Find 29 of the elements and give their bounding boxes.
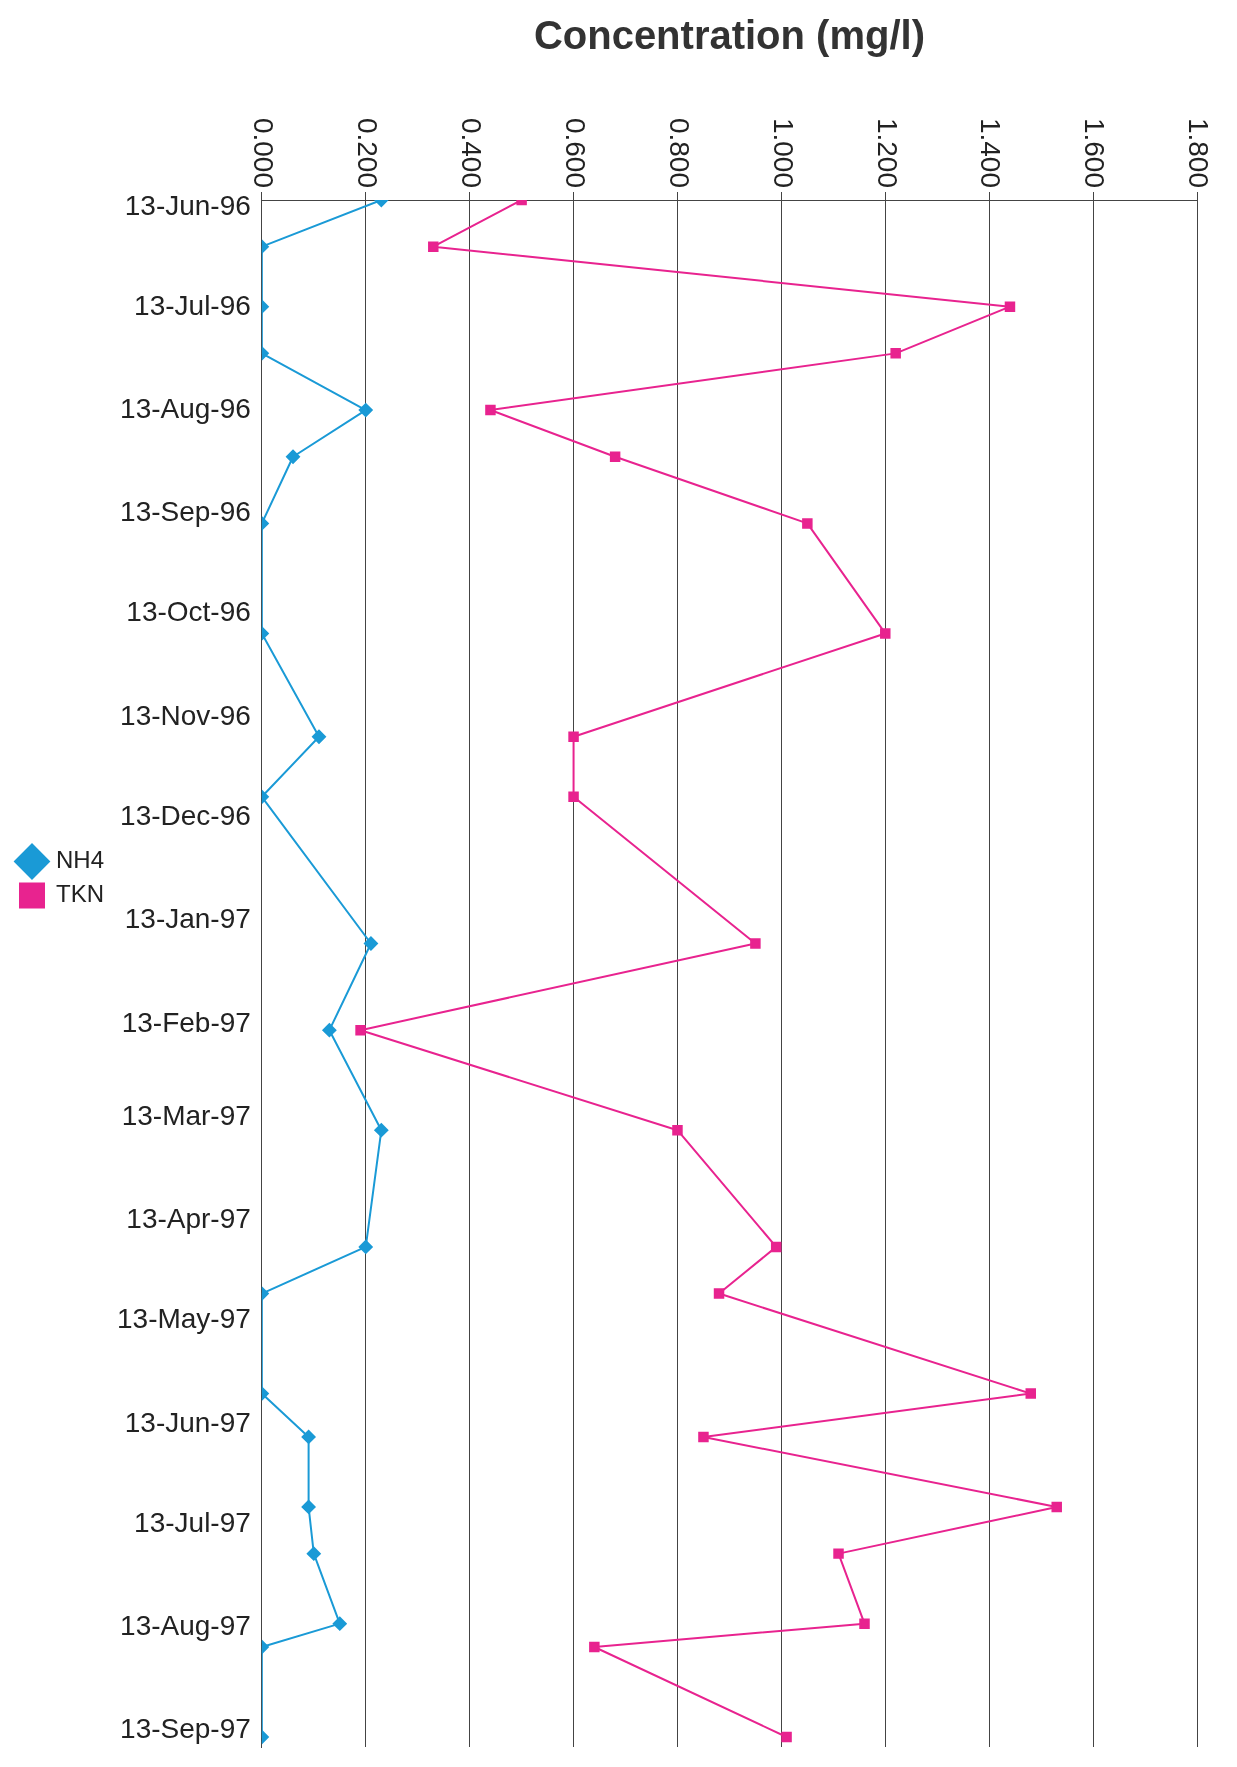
y-tick-label: 13-Jan-97 (124, 903, 251, 935)
y-tick-label: 13-Sep-97 (120, 1713, 251, 1745)
y-tick-label: 13-Jul-97 (134, 1506, 251, 1538)
x-tick-label: 1.400 (975, 117, 1007, 188)
y-tick-label: 13-May-97 (117, 1303, 251, 1335)
x-tick-label: 0.400 (455, 117, 487, 188)
legend-label: TKN (56, 880, 104, 908)
y-tick-label: 13-Oct-96 (126, 596, 251, 628)
y-tick-label: 13-Mar-97 (121, 1099, 251, 1131)
y-tick-label: 13-Nov-96 (120, 699, 251, 731)
y-tick-label: 13-Jul-96 (134, 289, 251, 321)
y-tick-label: 13-Aug-96 (120, 393, 251, 425)
x-tick-label: 0.600 (559, 117, 591, 188)
y-tick-label: 13-Apr-97 (126, 1203, 251, 1235)
y-tick-label: 13-Feb-97 (121, 1006, 251, 1038)
y-tick-label: 13-Jun-96 (124, 189, 251, 221)
x-tick-label: 0.200 (352, 117, 384, 188)
x-tick-label: 1.800 (1183, 117, 1215, 188)
x-tick-label: 0.000 (248, 117, 280, 188)
x-tick-label: 0.800 (663, 117, 695, 188)
x-tick-label: 1.200 (871, 117, 903, 188)
y-tick-label: 13-Sep-96 (120, 496, 251, 528)
x-tick-label: 1.600 (1079, 117, 1111, 188)
y-tick-label: 13-Jun-97 (124, 1406, 251, 1438)
y-tick-label: 13-Dec-96 (120, 799, 251, 831)
y-tick-label: 13-Aug-97 (120, 1610, 251, 1642)
x-axis-title: Concentration (mg/l) (533, 13, 925, 58)
x-tick-label: 1.000 (767, 117, 799, 188)
legend-label: NH4 (56, 846, 105, 874)
